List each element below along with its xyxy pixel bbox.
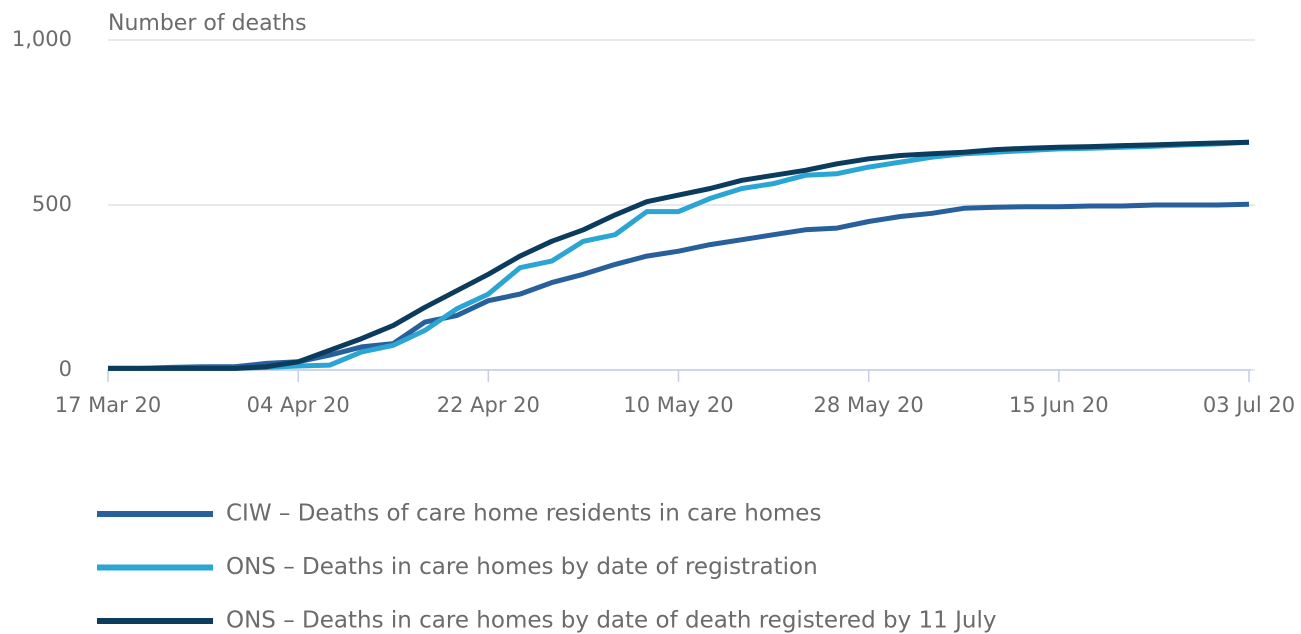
series-line — [108, 139, 1250, 371]
y-axis-label: Number of deaths — [108, 11, 307, 36]
x-tick-label: 22 Apr 20 — [437, 393, 540, 417]
x-tick-label: 04 Apr 20 — [247, 393, 350, 417]
legend-label: CIW – Deaths of care home residents in c… — [226, 501, 821, 527]
y-tick-label: 500 — [32, 192, 72, 216]
x-tick-label: 17 Mar 20 — [55, 393, 161, 417]
series-line — [108, 201, 1250, 371]
x-tick-label: 15 Jun 20 — [1009, 393, 1109, 417]
legend-label: ONS – Deaths in care homes by date of de… — [226, 608, 996, 634]
x-tick-label: 03 Jul 20 — [1203, 393, 1295, 417]
legend-label: ONS – Deaths in care homes by date of re… — [226, 554, 818, 580]
y-tick-label: 1,000 — [12, 27, 72, 51]
x-tick-label: 28 May 20 — [814, 393, 924, 417]
x-tick-label: 10 May 20 — [623, 393, 733, 417]
y-tick-label: 0 — [59, 357, 72, 381]
series-line — [108, 139, 1250, 371]
